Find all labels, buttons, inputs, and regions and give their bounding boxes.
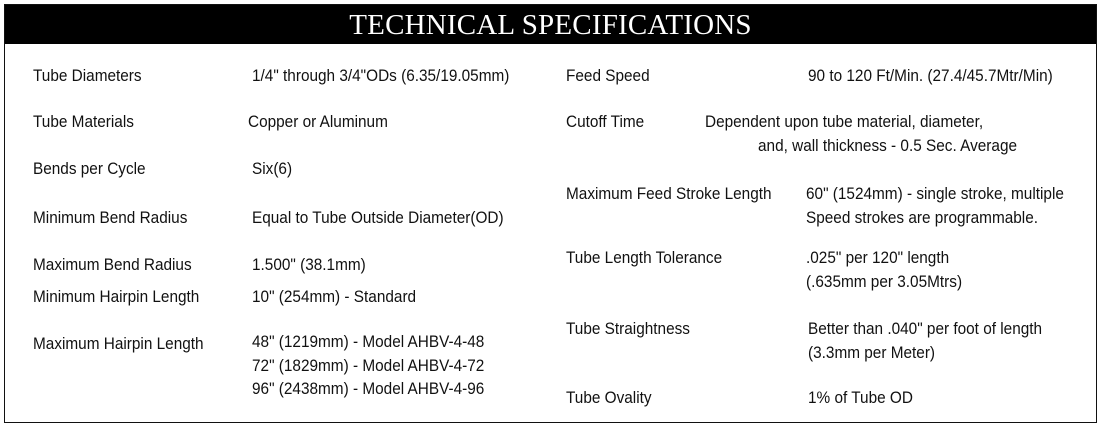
spec-sheet-border [4,4,1097,423]
spec-value-tube-straightness-line2: (3.3mm per Meter) [808,344,936,362]
spec-label-min-bend-radius: Minimum Bend Radius [33,209,188,227]
spec-value-bends-per-cycle: Six(6) [252,160,293,178]
spec-value-max-hairpin-length-48: 48" (1219mm) - Model AHBV-4-48 [252,333,485,351]
spec-label-max-feed-stroke: Maximum Feed Stroke Length [566,185,772,203]
spec-value-tube-length-tolerance-line2: (.635mm per 3.05Mtrs) [806,273,963,291]
spec-value-max-hairpin-length-96: 96" (2438mm) - Model AHBV-4-96 [252,380,485,398]
spec-value-cutoff-time-line1: Dependent upon tube material, diameter, [705,113,984,131]
spec-label-feed-speed: Feed Speed [566,67,650,85]
spec-value-tube-materials: Copper or Aluminum [248,113,388,131]
title-bar: TECHNICAL SPECIFICATIONS [5,5,1096,44]
spec-label-max-bend-radius: Maximum Bend Radius [33,256,192,274]
spec-label-bends-per-cycle: Bends per Cycle [33,160,146,178]
spec-value-max-hairpin-length-72: 72" (1829mm) - Model AHBV-4-72 [252,357,485,375]
spec-label-tube-length-tolerance: Tube Length Tolerance [566,249,723,267]
spec-value-tube-diameters: 1/4" through 3/4"ODs (6.35/19.05mm) [252,67,510,85]
spec-value-max-bend-radius: 1.500" (38.1mm) [252,256,366,274]
spec-value-max-feed-stroke-line2: Speed strokes are programmable. [806,209,1039,227]
spec-value-tube-straightness-line1: Better than .040" per foot of length [808,320,1043,338]
spec-value-tube-ovality: 1% of Tube OD [808,389,913,407]
spec-value-max-feed-stroke-line1: 60" (1524mm) - single stroke, multiple [806,185,1064,203]
spec-label-tube-ovality: Tube Ovality [566,389,652,407]
page-title: TECHNICAL SPECIFICATIONS [349,9,752,41]
spec-value-feed-speed: 90 to 120 Ft/Min. (27.4/45.7Mtr/Min) [808,67,1053,85]
spec-value-min-hairpin-length: 10" (254mm) - Standard [252,288,417,306]
spec-label-tube-straightness: Tube Straightness [566,320,690,338]
spec-label-tube-diameters: Tube Diameters [33,67,142,85]
spec-value-cutoff-time-line2: and, wall thickness - 0.5 Sec. Average [758,137,1018,155]
spec-label-min-hairpin-length: Minimum Hairpin Length [33,288,200,306]
spec-label-tube-materials: Tube Materials [33,113,134,131]
spec-label-cutoff-time: Cutoff Time [566,113,645,131]
spec-label-max-hairpin-length: Maximum Hairpin Length [33,335,204,353]
spec-value-tube-length-tolerance-line1: .025" per 120" length [806,249,950,267]
spec-value-min-bend-radius: Equal to Tube Outside Diameter(OD) [252,209,504,227]
